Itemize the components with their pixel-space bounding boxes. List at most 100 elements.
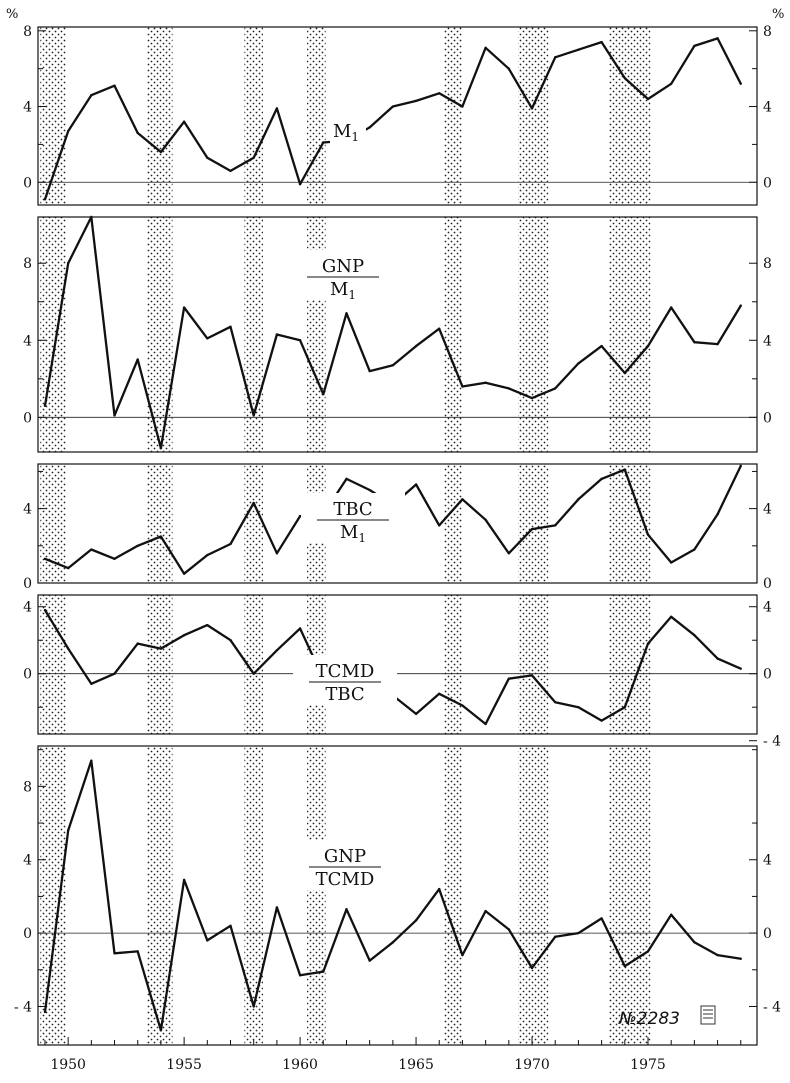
data-point <box>322 393 325 396</box>
data-point <box>554 700 557 704</box>
data-point <box>414 712 418 716</box>
label-denominator: TBC <box>325 684 364 705</box>
stamp-mark <box>700 1005 716 1025</box>
data-point <box>66 566 70 570</box>
panel-frame <box>37 463 758 584</box>
data-point <box>461 953 464 957</box>
panel-frame <box>37 594 758 735</box>
data-point <box>693 44 696 48</box>
x-tick-label: 1965 <box>398 1057 434 1073</box>
recession-band-7-panel-1 <box>608 27 651 205</box>
data-point <box>600 917 603 920</box>
data-point <box>646 344 650 348</box>
recession-band-7-panel-4 <box>608 595 651 734</box>
data-point <box>693 548 696 551</box>
label-denominator-subscript: 1 <box>348 288 356 302</box>
left-tick-label: 4 <box>23 853 32 869</box>
recession-band-5-panel-2 <box>443 217 463 452</box>
data-point <box>507 387 511 390</box>
data-point <box>646 950 650 953</box>
left-tick-label: 0 <box>23 926 32 942</box>
data-point <box>229 639 232 642</box>
data-point <box>182 878 186 882</box>
panel-frame <box>37 745 758 1046</box>
data-point <box>66 262 70 265</box>
data-point <box>438 92 441 95</box>
recession-band-3-panel-5 <box>244 746 263 1045</box>
left-tick-label: 0 <box>23 667 32 683</box>
x-tick-label: 1955 <box>166 1057 202 1073</box>
data-point <box>739 957 742 960</box>
data-point <box>669 306 673 309</box>
data-point <box>252 414 255 417</box>
data-point <box>554 524 557 527</box>
data-point <box>507 677 511 680</box>
data-point <box>43 198 47 201</box>
data-point <box>716 342 719 346</box>
left-tick-label: 4 <box>23 100 32 116</box>
data-point <box>159 150 163 154</box>
data-point <box>159 1029 163 1032</box>
data-point <box>182 306 186 309</box>
recession-band-4-panel-5 <box>307 746 326 1045</box>
data-point <box>461 704 464 707</box>
data-point <box>554 56 557 59</box>
recession-band-3-panel-3 <box>244 464 263 583</box>
data-point <box>182 633 186 637</box>
right-tick-label: 0 <box>763 926 772 942</box>
data-point <box>530 396 534 400</box>
data-point <box>484 46 487 50</box>
data-point <box>414 99 418 103</box>
figure-number: №2283 <box>618 1009 680 1029</box>
data-point <box>716 657 719 660</box>
data-point <box>438 887 441 891</box>
label-numerator: GNP <box>324 846 366 867</box>
data-point <box>623 76 626 80</box>
recession-bands <box>40 27 651 1045</box>
label-backdrop <box>330 119 366 145</box>
data-point <box>345 477 348 481</box>
data-point <box>159 535 163 538</box>
data-point <box>182 572 186 575</box>
data-point <box>739 464 742 468</box>
recession-band-3-panel-2 <box>244 217 263 452</box>
data-point <box>368 126 371 129</box>
data-point <box>623 371 626 375</box>
data-point <box>113 672 116 675</box>
data-point <box>693 941 696 944</box>
data-point <box>391 941 395 944</box>
data-point <box>739 304 742 307</box>
data-point <box>716 37 719 40</box>
data-point <box>530 107 534 110</box>
data-point <box>368 488 371 492</box>
data-point <box>461 105 464 108</box>
data-point <box>716 953 719 957</box>
x-tick-label: 1975 <box>630 1057 666 1073</box>
data-point <box>322 141 325 144</box>
right-tick-label: 4 <box>763 100 772 116</box>
data-point <box>716 513 719 516</box>
data-point <box>113 952 116 955</box>
data-point <box>113 414 116 417</box>
data-point <box>438 524 441 527</box>
data-point <box>507 552 511 555</box>
right-tick-label: 4 <box>763 600 772 616</box>
data-point <box>600 477 603 481</box>
data-point <box>206 337 209 340</box>
data-point <box>90 215 93 219</box>
data-point <box>298 974 302 977</box>
data-point <box>229 924 232 927</box>
data-point <box>298 627 302 630</box>
data-point <box>90 682 93 685</box>
data-point <box>136 358 139 361</box>
data-point <box>461 385 464 388</box>
data-point <box>298 514 302 518</box>
label-numerator: TCMD <box>316 661 375 682</box>
data-point <box>577 362 580 365</box>
right-tick-label: - 4 <box>763 734 781 750</box>
label-numerator: GNP <box>322 256 364 277</box>
data-point <box>43 1010 47 1014</box>
